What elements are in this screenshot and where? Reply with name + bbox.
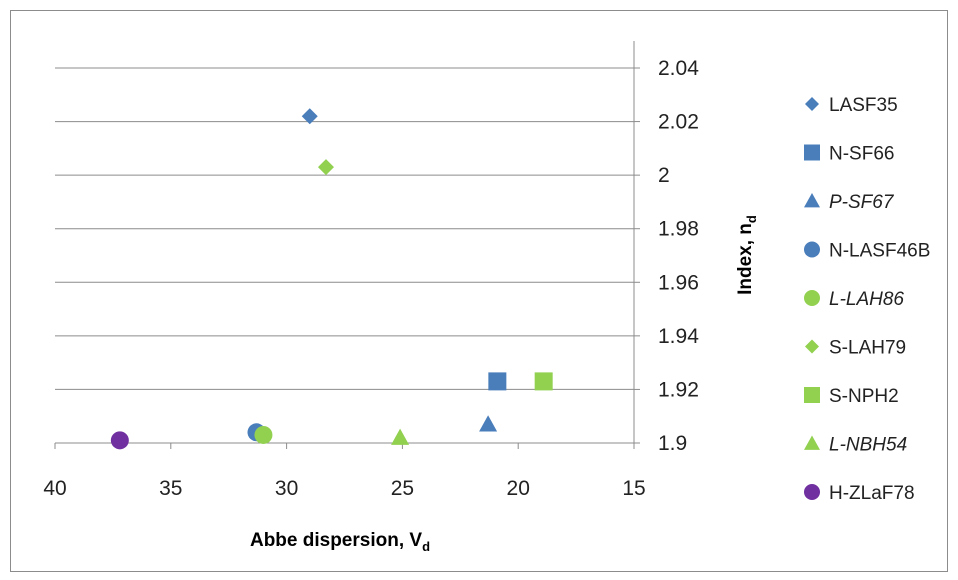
y-tick-label: 1.96 xyxy=(658,271,699,294)
legend-marker-p-sf67 xyxy=(804,193,820,208)
y-tick-label: 1.94 xyxy=(658,325,699,348)
legend-label-lasf35: LASF35 xyxy=(829,95,898,116)
x-tick-label: 40 xyxy=(43,477,66,500)
legend-label-s-lah79: S-LAH79 xyxy=(829,338,906,359)
data-point-s-lah79 xyxy=(317,159,334,176)
data-point-l-lah86 xyxy=(254,425,273,444)
legend-marker-s-nph2 xyxy=(804,387,820,403)
data-point-l-nbh54 xyxy=(391,428,410,445)
data-point-n-sf66 xyxy=(488,372,507,391)
x-tick-labels: 40 35 30 25 20 15 xyxy=(43,477,645,500)
gridlines xyxy=(55,67,634,390)
y-tick-label: 1.98 xyxy=(658,218,699,241)
axes xyxy=(54,41,640,449)
legend-label-l-lah86: L-LAH86 xyxy=(829,289,904,310)
x-tick-label: 35 xyxy=(159,477,182,500)
data-points xyxy=(110,108,553,450)
y-tick-label: 1.92 xyxy=(658,378,699,401)
y-tick-labels: 1.9 1.92 1.94 1.96 1.98 2 2.02 2.04 xyxy=(658,57,699,455)
x-tick-label: 15 xyxy=(622,477,645,500)
legend-label-p-sf67: P-SF67 xyxy=(829,192,895,213)
legend-label-n-sf66: N-SF66 xyxy=(829,144,894,165)
legend-label-s-nph2: S-NPH2 xyxy=(829,386,899,407)
x-tick-label: 30 xyxy=(275,477,298,500)
legend-label-h-zlaf78: H-ZLaF78 xyxy=(829,483,915,504)
legend-label-n-lasf46b: N-LASF46B xyxy=(829,241,930,262)
data-point-h-zlaf78 xyxy=(110,431,129,450)
x-tick-label: 25 xyxy=(391,477,414,500)
data-point-s-nph2 xyxy=(534,372,553,391)
data-point-lasf35 xyxy=(301,108,318,125)
legend-marker-n-lasf46b xyxy=(804,241,820,258)
y-tick-label: 2 xyxy=(658,164,670,187)
data-point-p-sf67 xyxy=(479,415,498,432)
legend-marker-lasf35 xyxy=(805,97,819,111)
legend-label-l-nbh54: L-NBH54 xyxy=(829,435,907,456)
legend-marker-l-lah86 xyxy=(804,290,820,306)
legend-marker-h-zlaf78 xyxy=(804,484,820,500)
y-axis-title: Index, nd xyxy=(735,215,759,295)
legend: LASF35 N-SF66 P-SF67 N-LASF46B L-LAH86 S-LAH7… xyxy=(804,95,930,504)
x-tick-label: 20 xyxy=(507,477,530,500)
y-tick-label: 2.02 xyxy=(658,111,699,134)
legend-marker-s-lah79 xyxy=(805,339,819,354)
y-tick-label: 1.9 xyxy=(658,432,687,455)
chart-frame xyxy=(10,10,948,572)
legend-marker-n-sf66 xyxy=(804,144,820,161)
legend-marker-l-nbh54 xyxy=(804,435,820,450)
x-axis-title: Abbe dispersion, Vd xyxy=(250,530,430,554)
y-tick-label: 2.04 xyxy=(658,57,699,80)
